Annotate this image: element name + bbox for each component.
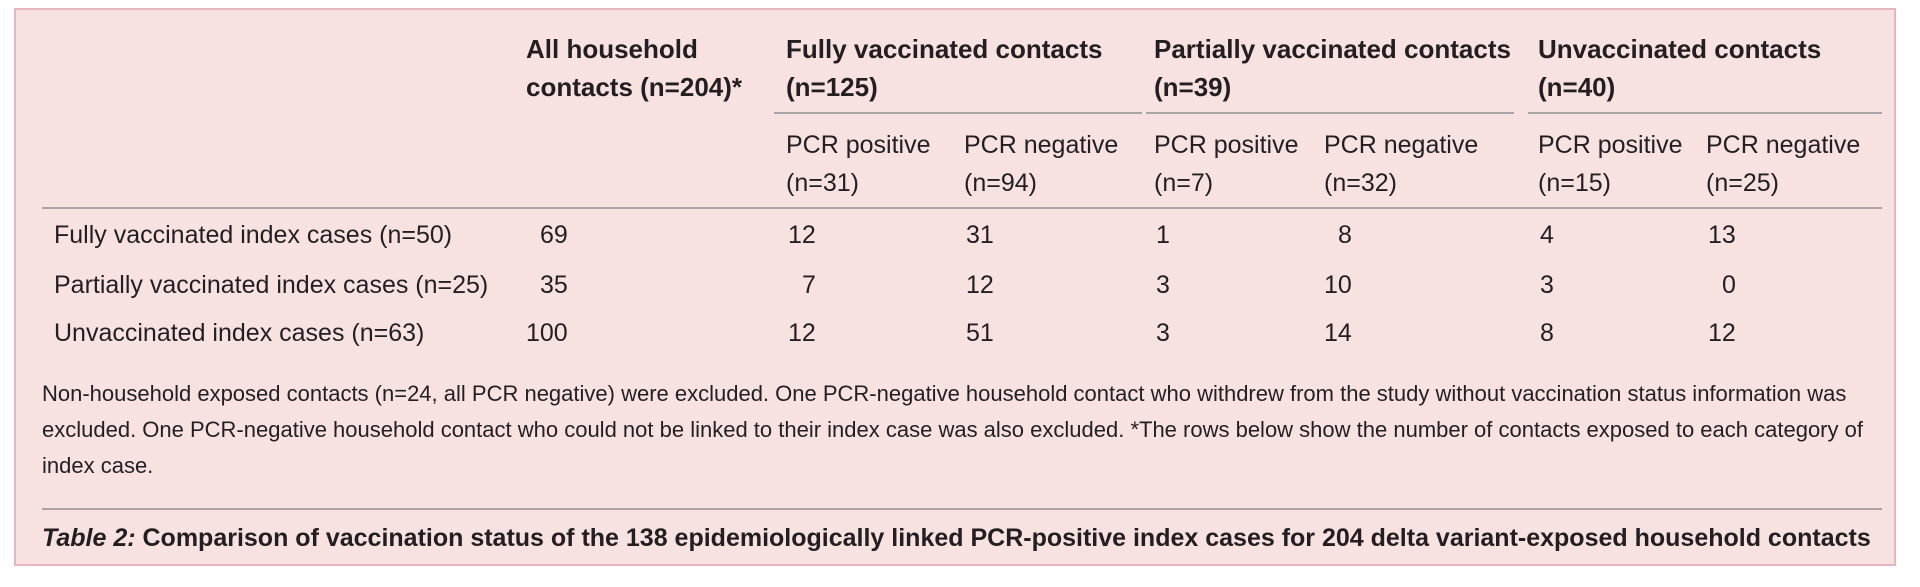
cell-fully-pcr-positive: 7 bbox=[802, 271, 816, 299]
subheader-line: PCR negative bbox=[964, 131, 1119, 159]
header-fully-vaccinated: Fully vaccinated contacts (n=125) bbox=[786, 30, 1102, 106]
cell-unvaccinated-pcr-negative: 13 bbox=[1708, 221, 1736, 249]
header-line: contacts (n=204)* bbox=[526, 72, 743, 102]
table-caption: Table 2: Comparison of vaccination statu… bbox=[42, 522, 1871, 554]
subheader-line: PCR negative bbox=[1706, 131, 1861, 159]
cell-all-contacts: 100 bbox=[526, 319, 568, 347]
header-line: Partially vaccinated contacts bbox=[1154, 34, 1511, 64]
header-line: All household bbox=[526, 34, 698, 64]
subheader-fully-pcr-negative: PCR negative (n=94) bbox=[964, 126, 1118, 202]
cell-unvaccinated-pcr-positive: 8 bbox=[1540, 319, 1554, 347]
caption-rule bbox=[42, 508, 1882, 510]
subheader-line: PCR positive bbox=[786, 131, 931, 159]
group-rule bbox=[774, 112, 1142, 114]
subheader-fully-pcr-positive: PCR positive (n=31) bbox=[786, 126, 931, 202]
cell-all-contacts: 35 bbox=[540, 271, 568, 299]
cell-partially-pcr-positive: 1 bbox=[1156, 221, 1170, 249]
header-line: (n=125) bbox=[786, 72, 878, 102]
row-label: Unvaccinated index cases (n=63) bbox=[54, 319, 425, 347]
subheader-unvaccinated-pcr-positive: PCR positive (n=15) bbox=[1538, 126, 1683, 202]
subheader-line: PCR negative bbox=[1324, 131, 1479, 159]
header-line: Fully vaccinated contacts bbox=[786, 34, 1103, 64]
subheader-partially-pcr-negative: PCR negative (n=32) bbox=[1324, 126, 1478, 202]
header-partially-vaccinated: Partially vaccinated contacts (n=39) bbox=[1154, 30, 1511, 106]
subheader-line: (n=31) bbox=[786, 169, 859, 197]
caption-label: Table 2: bbox=[42, 524, 136, 552]
cell-unvaccinated-pcr-negative: 0 bbox=[1722, 271, 1736, 299]
subheader-line: (n=32) bbox=[1324, 169, 1397, 197]
header-line: Unvaccinated contacts bbox=[1538, 34, 1822, 64]
subheader-partially-pcr-positive: PCR positive (n=7) bbox=[1154, 126, 1299, 202]
cell-fully-pcr-positive: 12 bbox=[788, 319, 816, 347]
caption-text: Comparison of vaccination status of the … bbox=[142, 524, 1871, 552]
cell-partially-pcr-negative: 8 bbox=[1338, 221, 1352, 249]
subheader-line: (n=15) bbox=[1538, 169, 1611, 197]
cell-partially-pcr-positive: 3 bbox=[1156, 271, 1170, 299]
subheader-line: PCR positive bbox=[1154, 131, 1299, 159]
cell-fully-pcr-negative: 51 bbox=[966, 319, 994, 347]
subheader-unvaccinated-pcr-negative: PCR negative (n=25) bbox=[1706, 126, 1860, 202]
cell-unvaccinated-pcr-positive: 4 bbox=[1540, 221, 1554, 249]
cell-unvaccinated-pcr-negative: 12 bbox=[1708, 319, 1736, 347]
cell-fully-pcr-negative: 12 bbox=[966, 271, 994, 299]
subheader-line: (n=94) bbox=[964, 169, 1037, 197]
row-label: Fully vaccinated index cases (n=50) bbox=[54, 221, 453, 249]
subheader-line: PCR positive bbox=[1538, 131, 1683, 159]
cell-all-contacts: 69 bbox=[540, 221, 568, 249]
header-rule bbox=[42, 207, 1882, 209]
subheader-line: (n=7) bbox=[1154, 169, 1214, 197]
group-rule bbox=[1528, 112, 1882, 114]
cell-partially-pcr-negative: 14 bbox=[1324, 319, 1352, 347]
header-line: (n=40) bbox=[1538, 72, 1616, 102]
cell-partially-pcr-positive: 3 bbox=[1156, 319, 1170, 347]
header-line: (n=39) bbox=[1154, 72, 1232, 102]
group-rule bbox=[1146, 112, 1514, 114]
cell-partially-pcr-negative: 10 bbox=[1324, 271, 1352, 299]
row-label: Partially vaccinated index cases (n=25) bbox=[54, 271, 489, 299]
header-all-contacts: All household contacts (n=204)* bbox=[526, 30, 742, 106]
cell-fully-pcr-positive: 12 bbox=[788, 221, 816, 249]
cell-fully-pcr-negative: 31 bbox=[966, 221, 994, 249]
cell-unvaccinated-pcr-positive: 3 bbox=[1540, 271, 1554, 299]
table-panel: All household contacts (n=204)* Fully va… bbox=[14, 8, 1896, 566]
subheader-line: (n=25) bbox=[1706, 169, 1779, 197]
table-footnote: Non-household exposed contacts (n=24, al… bbox=[42, 381, 1863, 478]
header-unvaccinated: Unvaccinated contacts (n=40) bbox=[1538, 30, 1821, 106]
